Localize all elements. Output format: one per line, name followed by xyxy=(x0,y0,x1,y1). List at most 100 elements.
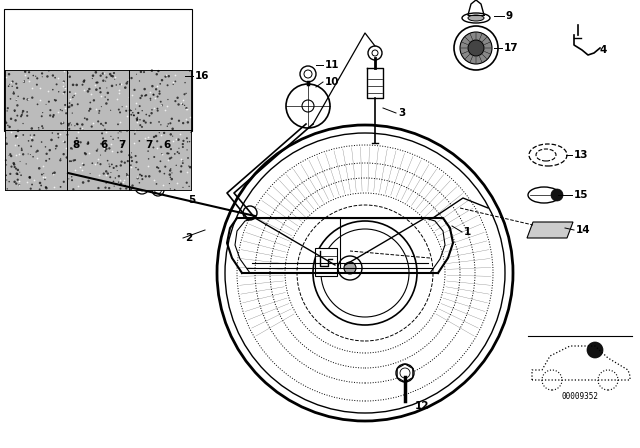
Point xyxy=(22,96,33,103)
Point xyxy=(165,120,175,127)
Bar xyxy=(67,130,129,190)
Point xyxy=(165,174,175,181)
Point xyxy=(154,164,164,172)
Point xyxy=(163,150,173,157)
Point xyxy=(26,185,36,192)
Point xyxy=(11,133,21,140)
Point xyxy=(33,124,44,131)
Point xyxy=(102,89,113,96)
Point xyxy=(59,78,69,85)
Point xyxy=(157,77,167,84)
Point xyxy=(48,72,58,79)
Point xyxy=(115,127,125,134)
Point xyxy=(79,77,90,84)
Point xyxy=(53,134,63,141)
Point xyxy=(35,186,45,193)
Point xyxy=(180,79,190,86)
Point xyxy=(66,145,76,152)
Point xyxy=(100,128,111,135)
Point xyxy=(134,78,145,85)
Point xyxy=(100,78,111,85)
Point xyxy=(111,82,122,89)
Point xyxy=(156,158,166,165)
Point xyxy=(29,176,39,183)
Point xyxy=(33,101,43,108)
Point xyxy=(152,93,163,100)
Ellipse shape xyxy=(468,15,484,21)
Point xyxy=(97,121,108,129)
Point xyxy=(100,126,110,133)
Point xyxy=(12,84,22,91)
Point xyxy=(98,135,108,142)
Circle shape xyxy=(243,206,257,220)
Point xyxy=(72,134,82,142)
Point xyxy=(79,150,90,157)
Point xyxy=(163,157,173,164)
Point xyxy=(12,170,22,177)
Point xyxy=(137,172,147,179)
Point xyxy=(58,82,68,89)
Point xyxy=(88,72,98,79)
Point xyxy=(129,127,140,134)
Point xyxy=(156,143,166,151)
Point xyxy=(52,109,63,116)
Point xyxy=(4,123,15,130)
Point xyxy=(143,147,153,155)
Point xyxy=(42,185,52,192)
Point xyxy=(7,83,17,90)
Point xyxy=(178,141,188,148)
Point xyxy=(77,166,88,173)
Point xyxy=(12,112,22,119)
Point xyxy=(106,133,116,140)
Point xyxy=(5,95,15,103)
Point xyxy=(70,156,80,164)
Point xyxy=(72,101,83,108)
Point xyxy=(116,137,126,144)
Point xyxy=(104,160,114,168)
Point xyxy=(165,185,175,193)
Point xyxy=(95,89,106,96)
Point xyxy=(85,105,95,112)
Point xyxy=(145,96,156,103)
Point xyxy=(148,91,159,98)
Point xyxy=(171,135,181,142)
Point xyxy=(139,69,149,76)
Point xyxy=(17,111,27,118)
Point xyxy=(77,81,88,88)
Point xyxy=(27,125,37,132)
Point xyxy=(67,146,77,153)
Point xyxy=(154,90,164,97)
Point xyxy=(118,179,129,186)
Point xyxy=(105,71,115,78)
Point xyxy=(38,125,48,132)
Point xyxy=(136,68,146,75)
Point xyxy=(98,77,108,84)
Point xyxy=(0,118,10,125)
Point xyxy=(96,93,106,100)
Point xyxy=(77,121,88,128)
Text: 14: 14 xyxy=(576,225,591,235)
Point xyxy=(178,184,188,191)
Point xyxy=(70,167,80,174)
Point xyxy=(108,136,118,143)
Point xyxy=(13,171,23,178)
Point xyxy=(184,163,194,170)
Point xyxy=(168,125,178,132)
Point xyxy=(175,130,186,138)
Point xyxy=(72,121,82,128)
Point xyxy=(22,179,32,186)
Point xyxy=(114,86,124,93)
Point xyxy=(148,176,159,183)
Point xyxy=(24,69,34,76)
Point xyxy=(124,75,134,82)
Point xyxy=(109,183,119,190)
Point xyxy=(110,174,120,181)
Circle shape xyxy=(551,189,563,201)
Point xyxy=(61,145,72,152)
Point xyxy=(118,177,129,184)
Point xyxy=(163,96,173,103)
Point xyxy=(60,101,70,108)
Point xyxy=(93,159,103,167)
Point xyxy=(126,162,136,169)
Point xyxy=(79,115,90,122)
